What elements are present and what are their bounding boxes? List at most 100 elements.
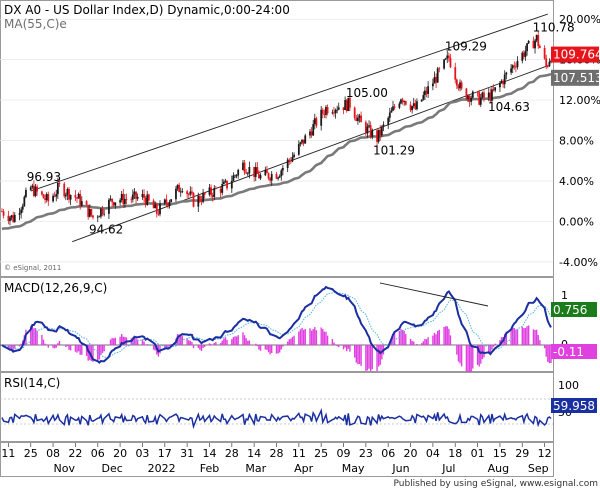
candle-body	[492, 89, 495, 91]
candle-body	[120, 193, 123, 201]
candle-body	[122, 193, 125, 205]
candles	[1, 31, 552, 226]
candle-body	[178, 184, 181, 193]
candle-body	[69, 194, 72, 200]
day-tick-label: 17	[158, 447, 172, 460]
candle-body	[23, 196, 26, 206]
candle-body	[538, 45, 541, 48]
trend-channel	[30, 13, 548, 243]
price-y-axis: 20.00%16.00%12.00%8.00%4.00%0.00%-4.00%1…	[551, 13, 600, 269]
candle-body	[157, 213, 160, 215]
pivot-label: 94.62	[89, 222, 123, 236]
candle-body	[277, 177, 279, 179]
candle-body	[243, 162, 246, 173]
macd-line	[1, 285, 552, 364]
candle-body	[289, 160, 292, 162]
candle-body	[444, 58, 447, 60]
price-panel: 96.93 94.62 105.00 101.29 109.29 104.63 110.78…	[0, 0, 575, 277]
candle-body	[315, 118, 318, 126]
candle-body	[478, 92, 481, 105]
candle-body	[152, 200, 155, 209]
candle-body	[85, 201, 88, 205]
candle-body	[286, 159, 289, 168]
candle-body	[510, 68, 513, 73]
candle-body	[537, 35, 540, 46]
macd-panel: MACD(12,26,9,C)	[0, 277, 554, 375]
candle-body	[31, 185, 34, 188]
candle-body	[309, 131, 311, 136]
candle-body	[56, 182, 59, 195]
day-tick-label: 25	[24, 447, 38, 460]
candle-body	[299, 142, 302, 145]
candle-body	[147, 194, 150, 201]
candle-body	[224, 180, 227, 182]
candle-body	[546, 66, 549, 67]
month-label: Aug	[488, 462, 509, 475]
candle-body	[33, 185, 35, 196]
candle-body	[360, 115, 362, 123]
candle-body	[521, 52, 524, 61]
candle-body	[489, 92, 492, 101]
candle-body	[237, 169, 240, 176]
candle-body	[460, 82, 463, 89]
day-tick-label: 11	[292, 447, 306, 460]
candle-body	[270, 173, 273, 181]
candle-body	[87, 204, 90, 217]
candle-body	[198, 195, 201, 202]
candle-body	[387, 117, 390, 125]
candle-body	[331, 112, 334, 114]
candle-body	[40, 191, 43, 195]
price-title: DX A0 - US Dollar Index,D) Dynamic,0:00-…	[4, 3, 290, 17]
candle-body	[400, 99, 402, 104]
candle-body	[170, 199, 173, 202]
rsi-panel: RSI(14,C)	[0, 372, 554, 442]
candle-body	[210, 187, 212, 195]
candle-body	[192, 193, 195, 207]
candle-body	[269, 178, 272, 181]
candle-body	[323, 113, 326, 115]
candle-body	[398, 103, 401, 108]
candle-body	[432, 83, 434, 87]
upper-channel-line	[30, 13, 548, 192]
candle-body	[333, 112, 335, 114]
candle-body	[377, 129, 380, 142]
candle-body	[222, 181, 225, 185]
candle-body	[108, 199, 110, 214]
candle-body	[364, 122, 367, 134]
candle-body	[13, 214, 16, 222]
candle-body	[29, 187, 32, 190]
day-tick-label: 28	[225, 447, 239, 460]
candle-body	[321, 109, 324, 114]
candle-body	[280, 170, 283, 177]
candle-body	[36, 186, 39, 192]
day-tick-label: 18	[448, 447, 462, 460]
candle-body	[52, 195, 54, 202]
candle-body	[527, 40, 530, 44]
candle-body	[111, 198, 114, 203]
candle-body	[392, 106, 394, 111]
candle-body	[401, 99, 404, 102]
candle-body	[42, 194, 45, 199]
day-tick-label: 15	[493, 447, 507, 460]
candle-body	[197, 195, 200, 207]
candle-body	[175, 188, 177, 200]
candle-body	[455, 79, 458, 86]
candle-body	[443, 59, 445, 69]
month-label: Apr	[294, 462, 314, 475]
candle-body	[505, 72, 508, 75]
candle-body	[353, 107, 356, 118]
macd-signal-line	[1, 291, 552, 358]
candle-body	[411, 106, 414, 111]
candle-body	[436, 68, 439, 83]
candle-body	[66, 188, 69, 195]
candle-body	[403, 101, 406, 102]
candle-body	[74, 194, 77, 198]
day-tick-label: 22	[68, 447, 82, 460]
candle-body	[393, 106, 396, 108]
candle-body	[522, 52, 525, 57]
candle-body	[334, 109, 337, 114]
day-tick-label: 29	[515, 447, 529, 460]
candle-body	[130, 199, 133, 201]
